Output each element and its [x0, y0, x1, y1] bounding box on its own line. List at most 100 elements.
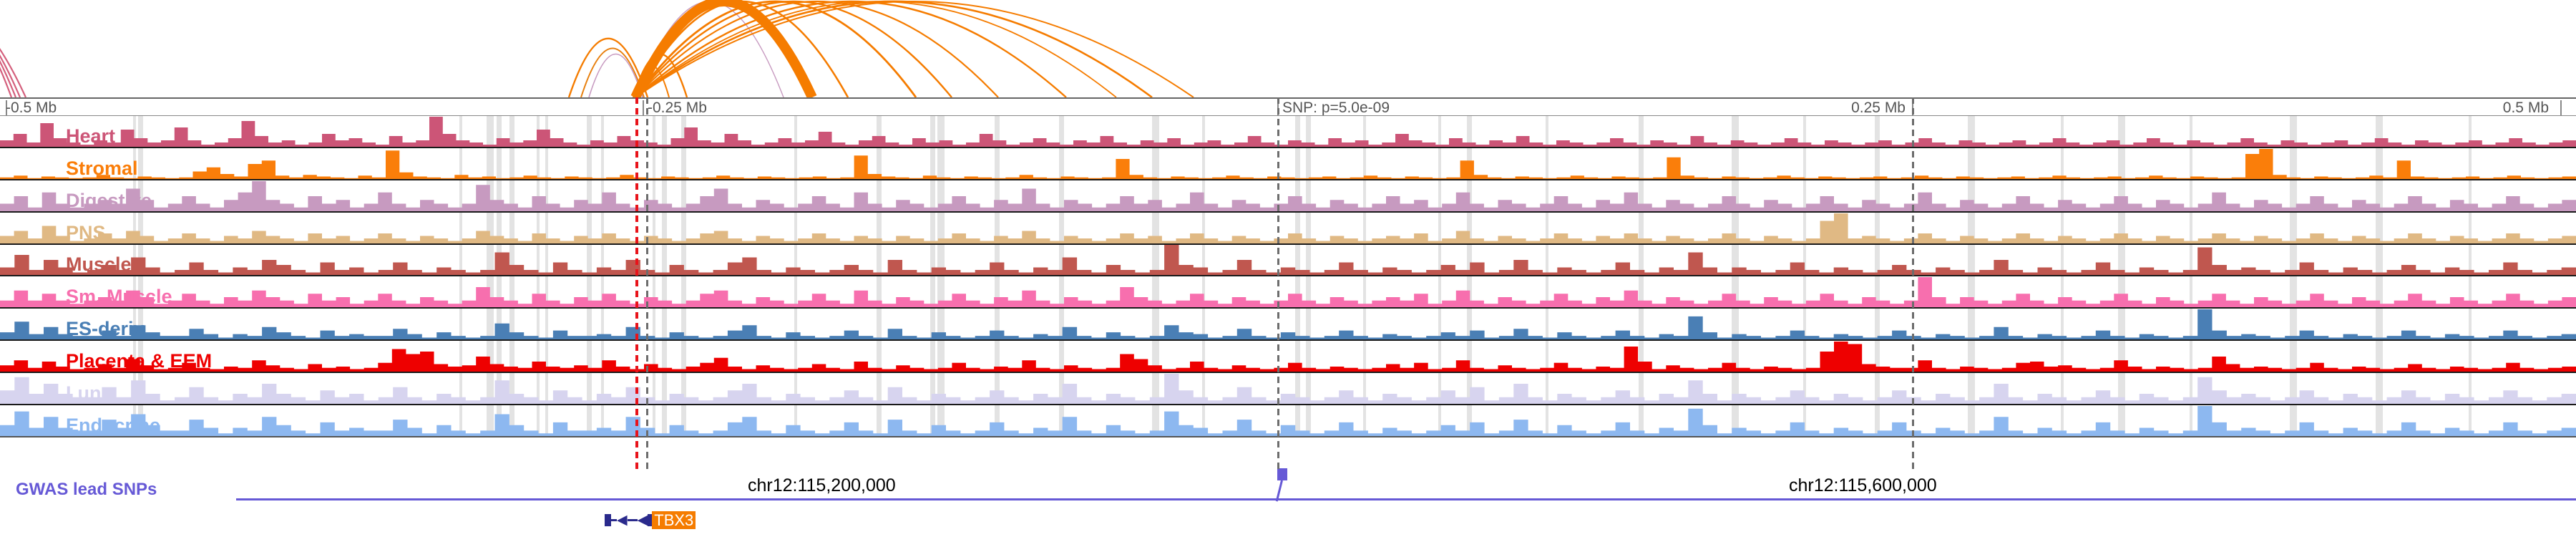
- highlight-band: [537, 244, 540, 276]
- highlight-band: [1803, 116, 1806, 147]
- highlight-band: [2118, 116, 2125, 147]
- highlight-band: [1732, 116, 1739, 147]
- highlight-band: [2190, 405, 2192, 436]
- highlight-band: [1152, 212, 1159, 243]
- highlight-band: [601, 405, 604, 436]
- highlight-band: [138, 116, 143, 147]
- highlight-band: [509, 180, 514, 211]
- track-label-stromal: Stromal: [66, 157, 138, 179]
- gwas-lead-snp-track: GWAS lead SNPs chr12:115,200,000 chr12:11…: [0, 468, 2576, 505]
- axis-tick: [643, 100, 644, 115]
- highlight-band: [1639, 373, 1644, 405]
- highlight-band: [1639, 341, 1644, 372]
- chromatin-loop-arc: [634, 0, 849, 97]
- highlight-band: [1732, 276, 1739, 308]
- highlight-band: [1875, 276, 1880, 308]
- highlight-band: [662, 147, 667, 179]
- highlight-band: [2190, 180, 2192, 211]
- highlight-band: [1295, 116, 1300, 147]
- highlight-band: [794, 276, 797, 308]
- highlight-band: [2118, 212, 2125, 243]
- highlight-band: [937, 244, 945, 276]
- highlight-band: [1295, 276, 1300, 308]
- highlight-band: [930, 244, 935, 276]
- track-label-heart: Heart: [66, 125, 116, 147]
- highlight-band: [681, 373, 686, 405]
- highlight-band: [545, 244, 548, 276]
- gene-strand-arrow-icon: ◀: [617, 512, 628, 528]
- track-label-digestive: Digestive: [66, 189, 152, 211]
- highlight-band: [601, 212, 604, 243]
- highlight-band: [930, 116, 935, 147]
- highlight-band: [1639, 244, 1644, 276]
- highlight-band: [1152, 116, 1159, 147]
- highlight-band: [1059, 341, 1064, 372]
- highlight-band: [1467, 212, 1472, 243]
- highlight-band: [877, 244, 882, 276]
- highlight-band: [1306, 180, 1311, 211]
- highlight-band: [662, 341, 667, 372]
- gene-model-tbx3[interactable]: ◀ ◀ TBX3: [605, 511, 696, 529]
- highlight-band: [545, 180, 548, 211]
- highlight-band: [1363, 212, 1366, 243]
- highlight-band: [1467, 341, 1472, 372]
- highlight-band: [794, 341, 797, 372]
- highlight-band: [1306, 309, 1311, 340]
- highlight-band: [537, 180, 540, 211]
- highlight-band: [2061, 276, 2064, 308]
- highlight-band: [587, 147, 592, 179]
- track-label-lung: Lung: [66, 382, 113, 405]
- gwas-snp-marker[interactable]: [1277, 468, 1287, 480]
- highlight-band: [1202, 341, 1205, 372]
- highlight-band: [877, 405, 882, 436]
- highlight-band: [487, 212, 494, 243]
- chromatin-loop-arc: [635, 0, 1067, 97]
- highlight-band: [487, 405, 494, 436]
- highlight-band: [681, 180, 686, 211]
- highlight-band: [487, 244, 494, 276]
- highlight-band: [937, 147, 945, 179]
- highlight-band: [487, 373, 494, 405]
- highlight-band: [794, 405, 797, 436]
- highlight-band: [601, 276, 604, 308]
- highlight-band: [937, 373, 945, 405]
- highlight-band: [537, 373, 540, 405]
- signal-profile: [0, 116, 2576, 147]
- highlight-band: [545, 212, 548, 243]
- highlight-band: [794, 309, 797, 340]
- highlight-band: [681, 309, 686, 340]
- highlight-band: [995, 341, 1000, 372]
- signal-track-endocrine: Endocrine: [0, 405, 2576, 437]
- chromatin-loop-arc: [635, 0, 999, 97]
- highlight-band: [497, 276, 502, 308]
- highlight-band: [1306, 244, 1311, 276]
- highlight-band: [2469, 405, 2472, 436]
- highlight-band: [537, 341, 540, 372]
- highlight-band: [1875, 244, 1880, 276]
- highlight-band: [1438, 147, 1441, 179]
- highlight-band-group: [0, 276, 2576, 308]
- gene-name-label[interactable]: TBX3: [652, 511, 696, 529]
- gene-exon: [605, 514, 611, 526]
- highlight-band: [2469, 244, 2472, 276]
- highlight-band: [2061, 309, 2064, 340]
- highlight-band: [653, 116, 655, 147]
- highlight-band: [587, 212, 592, 243]
- highlight-band: [877, 212, 882, 243]
- highlight-band: [1546, 373, 1548, 405]
- highlight-band: [2061, 116, 2064, 147]
- chromatin-loop-arc: [635, 0, 1153, 97]
- highlight-band: [1059, 180, 1064, 211]
- highlight-band: [2118, 341, 2125, 372]
- gene-annotation-track: ◀ ◀ TBX3: [0, 505, 2576, 537]
- gwas-lead-snps-label: GWAS lead SNPs: [16, 480, 157, 499]
- highlight-band: [1875, 180, 1880, 211]
- highlight-band: [877, 276, 882, 308]
- highlight-band: [2290, 180, 2297, 211]
- highlight-band: [930, 341, 935, 372]
- highlight-band: [459, 309, 462, 340]
- highlight-band: [537, 276, 540, 308]
- highlight-band: [1546, 341, 1548, 372]
- highlight-band: [2118, 373, 2125, 405]
- signal-area: [0, 148, 2576, 179]
